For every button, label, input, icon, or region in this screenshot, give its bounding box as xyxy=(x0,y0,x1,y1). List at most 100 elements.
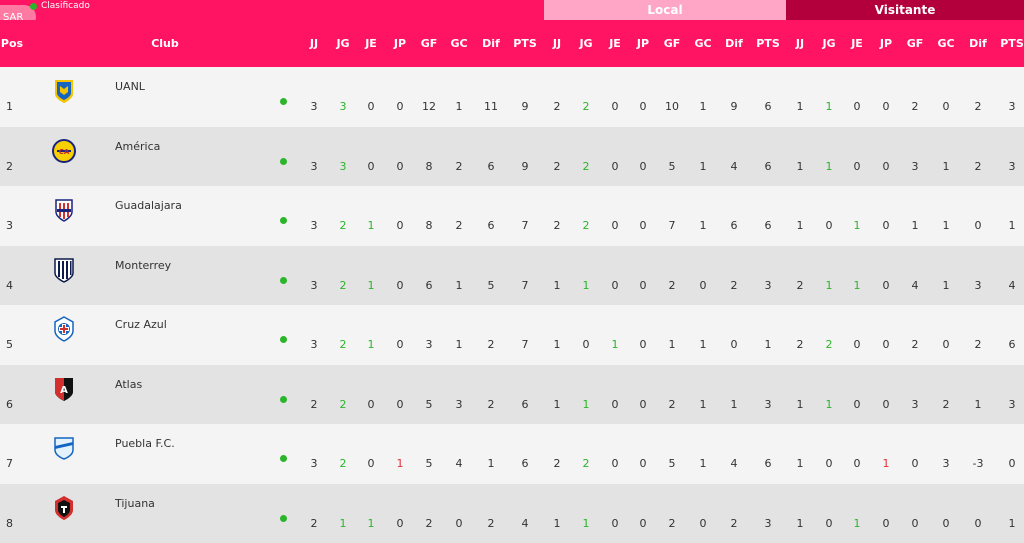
header-overall-jp[interactable]: JP xyxy=(384,20,416,67)
stat-local-dif: 6 xyxy=(718,219,750,232)
stat-local-dif: 1 xyxy=(718,398,750,411)
stat-overall-jp: 0 xyxy=(384,279,416,292)
position: 2 xyxy=(6,160,13,173)
tigres-logo-icon[interactable] xyxy=(52,78,76,104)
stat-local-gc: 1 xyxy=(687,100,719,113)
stat-visit-gc: 0 xyxy=(930,338,962,351)
qualified-dot-icon xyxy=(280,158,287,165)
stat-overall-pts: 4 xyxy=(509,517,541,530)
header-visit-gf[interactable]: GF xyxy=(899,20,931,67)
stat-visit-je: 1 xyxy=(841,279,873,292)
stat-visit-gf: 1 xyxy=(899,219,931,232)
svg-text:A: A xyxy=(60,385,68,396)
stat-local-dif: 2 xyxy=(718,279,750,292)
stat-local-gc: 1 xyxy=(687,160,719,173)
stat-visit-dif: 3 xyxy=(962,279,994,292)
header-visit-jj[interactable]: JJ xyxy=(784,20,816,67)
header-visit-gc[interactable]: GC xyxy=(930,20,962,67)
stat-local-gc: 0 xyxy=(687,517,719,530)
stat-visit-jj: 1 xyxy=(784,398,816,411)
header-visit-jp[interactable]: JP xyxy=(870,20,902,67)
stat-visit-gc: 1 xyxy=(930,279,962,292)
header-pos[interactable]: Pos xyxy=(0,20,24,67)
header-overall-gf[interactable]: GF xyxy=(413,20,445,67)
stat-overall-je: 0 xyxy=(355,398,387,411)
stat-overall-gf: 12 xyxy=(413,100,445,113)
stat-overall-pts: 7 xyxy=(509,219,541,232)
header-local-jp[interactable]: JP xyxy=(627,20,659,67)
stat-local-jp: 0 xyxy=(627,100,659,113)
stat-local-jj: 2 xyxy=(541,160,573,173)
club-name[interactable]: Guadalajara xyxy=(115,199,182,212)
stat-visit-gf: 4 xyxy=(899,279,931,292)
stat-visit-gf: 3 xyxy=(899,160,931,173)
stat-local-gc: 1 xyxy=(687,219,719,232)
club-name[interactable]: Puebla F.C. xyxy=(115,437,175,450)
stat-visit-jp: 0 xyxy=(870,219,902,232)
stat-local-pts: 6 xyxy=(752,219,784,232)
stat-local-gc: 0 xyxy=(687,279,719,292)
stat-local-dif: 9 xyxy=(718,100,750,113)
stat-visit-gc: 2 xyxy=(930,398,962,411)
header-local-jg[interactable]: JG xyxy=(570,20,602,67)
position: 7 xyxy=(6,457,13,470)
club-name[interactable]: Atlas xyxy=(115,378,142,391)
club-name[interactable]: Monterrey xyxy=(115,259,171,272)
club-name[interactable]: América xyxy=(115,140,160,153)
stat-local-pts: 1 xyxy=(752,338,784,351)
header-overall-dif[interactable]: Dif xyxy=(475,20,507,67)
stat-overall-gf: 8 xyxy=(413,219,445,232)
stat-overall-dif: 6 xyxy=(475,219,507,232)
header-overall-gc[interactable]: GC xyxy=(443,20,475,67)
stat-visit-gf: 0 xyxy=(899,457,931,470)
tijuana-logo-icon[interactable] xyxy=(52,495,76,521)
cruz-azul-logo-icon[interactable] xyxy=(52,316,76,342)
header-overall-pts[interactable]: PTS xyxy=(509,20,541,67)
header-local-jj[interactable]: JJ xyxy=(541,20,573,67)
stat-local-jg: 2 xyxy=(570,160,602,173)
club-name[interactable]: Tijuana xyxy=(115,497,155,510)
header-visit-je[interactable]: JE xyxy=(841,20,873,67)
atlas-logo-icon[interactable]: A xyxy=(52,376,76,402)
qualified-dot-icon xyxy=(280,336,287,343)
header-local-dif[interactable]: Dif xyxy=(718,20,750,67)
stat-visit-pts: 3 xyxy=(996,100,1024,113)
stat-overall-dif: 11 xyxy=(475,100,507,113)
stat-local-gf: 5 xyxy=(656,160,688,173)
stat-visit-gc: 0 xyxy=(930,517,962,530)
stat-overall-dif: 6 xyxy=(475,160,507,173)
header-overall-jj[interactable]: JJ xyxy=(298,20,330,67)
header-local-pts[interactable]: PTS xyxy=(752,20,784,67)
header-local-gf[interactable]: GF xyxy=(656,20,688,67)
stat-visit-dif: 2 xyxy=(962,338,994,351)
club-name[interactable]: Cruz Azul xyxy=(115,318,167,331)
puebla-logo-icon[interactable] xyxy=(52,435,76,461)
stat-overall-gc: 1 xyxy=(443,338,475,351)
stat-visit-dif: 2 xyxy=(962,160,994,173)
stat-overall-jj: 3 xyxy=(298,279,330,292)
position: 5 xyxy=(6,338,13,351)
header-overall-je[interactable]: JE xyxy=(355,20,387,67)
position: 3 xyxy=(6,219,13,232)
stat-local-jp: 0 xyxy=(627,160,659,173)
club-name[interactable]: UANL xyxy=(115,80,145,93)
header-club[interactable]: Club xyxy=(140,20,190,67)
qualified-dot-icon xyxy=(280,217,287,224)
stat-visit-je: 1 xyxy=(841,219,873,232)
chivas-logo-icon[interactable] xyxy=(52,197,76,223)
header-visit-pts[interactable]: PTS xyxy=(996,20,1024,67)
stat-visit-gf: 0 xyxy=(899,517,931,530)
america-logo-icon[interactable]: CA xyxy=(52,138,76,164)
stat-overall-pts: 9 xyxy=(509,160,541,173)
header-visit-dif[interactable]: Dif xyxy=(962,20,994,67)
header-local-gc[interactable]: GC xyxy=(687,20,719,67)
monterrey-logo-icon[interactable] xyxy=(52,257,76,283)
